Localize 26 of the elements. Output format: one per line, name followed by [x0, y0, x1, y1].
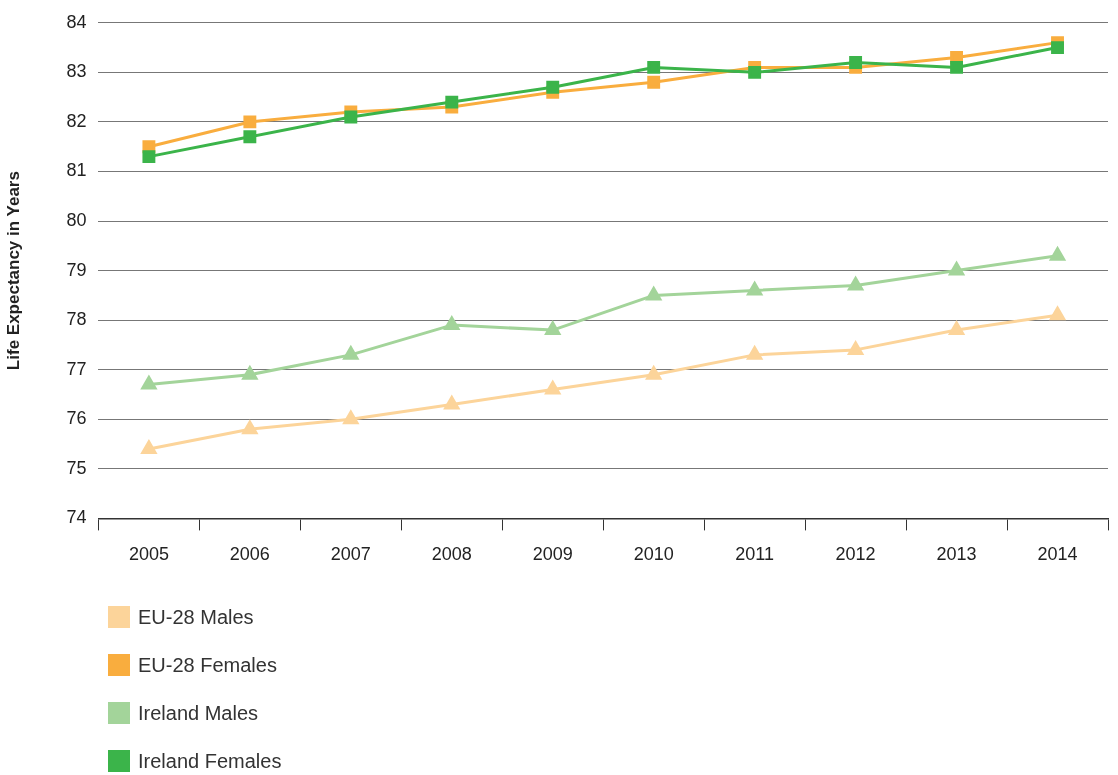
legend-label: EU-28 Females — [138, 653, 277, 677]
x-tick-label: 2008 — [431, 544, 472, 565]
x-tick-label: 2012 — [835, 544, 876, 565]
y-tick-label: 78 — [66, 309, 87, 330]
y-tick-label: 81 — [66, 160, 87, 181]
legend-label: Ireland Males — [138, 701, 259, 725]
y-tick-label: 84 — [66, 11, 87, 32]
x-tick-label: 2013 — [936, 544, 977, 565]
x-tick-label: 2007 — [330, 544, 371, 565]
y-axis-title: Life Expectancy in Years — [3, 171, 23, 371]
x-tick-label: 2009 — [532, 544, 573, 565]
y-tick-label: 77 — [66, 358, 87, 379]
x-tick-label: 2014 — [1037, 544, 1078, 565]
x-tick-label: 2010 — [633, 544, 674, 565]
legend-label: Ireland Females — [138, 749, 282, 773]
y-tick-label: 75 — [66, 457, 87, 478]
x-tick-label: 2006 — [229, 544, 270, 565]
y-tick-label: 79 — [66, 259, 87, 280]
y-tick-label: 80 — [66, 210, 87, 231]
y-tick-label: 82 — [66, 110, 87, 131]
x-tick-label: 2005 — [128, 544, 169, 565]
y-tick-label: 76 — [66, 408, 87, 429]
y-tick-label: 74 — [66, 507, 87, 528]
legend-label: EU-28 Males — [138, 605, 254, 629]
y-tick-label: 83 — [66, 61, 87, 82]
x-tick-label: 2011 — [735, 544, 775, 565]
